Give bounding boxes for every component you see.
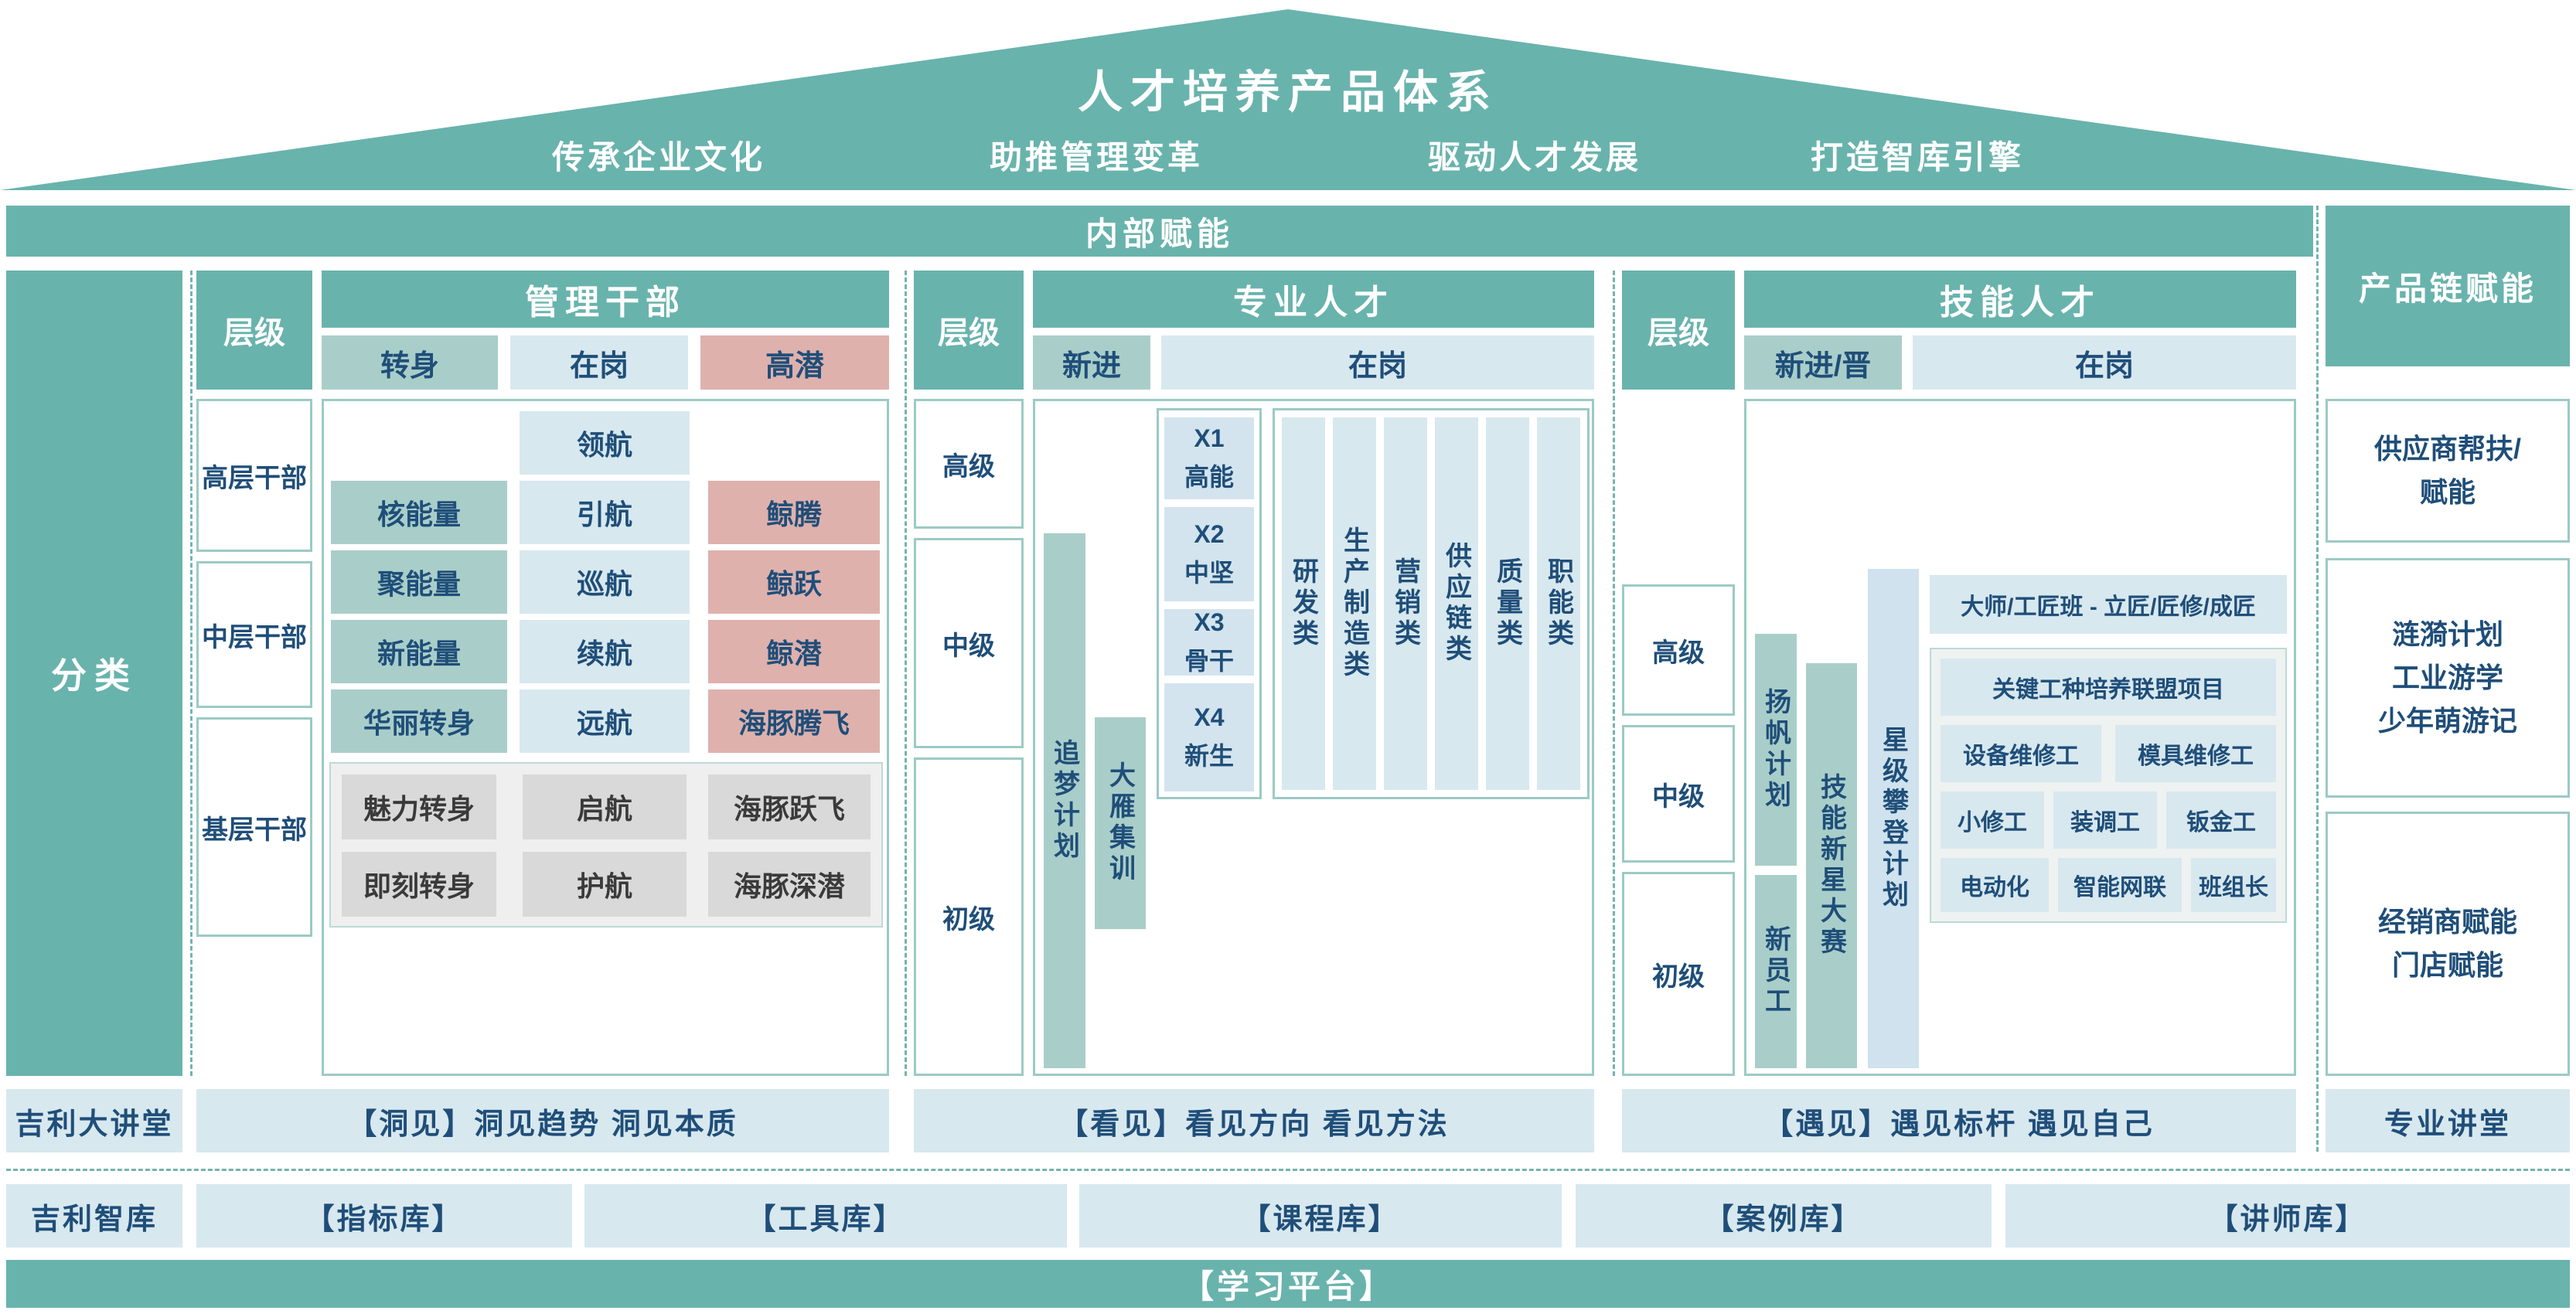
- program-zhuimeng-jihua: 追梦计划: [1044, 533, 1085, 1068]
- x-track-x2: X2 中坚: [1164, 507, 1254, 601]
- category-supply-chain: 供应链类: [1435, 417, 1478, 790]
- program-linghang: 领航: [520, 411, 690, 475]
- product-chain-dealer-box: 经销商赋能 门店赋能: [2326, 812, 2570, 1076]
- program-jike-zhuanshen: 即刻转身: [342, 852, 496, 917]
- library-lecturers: 【讲师库】: [2005, 1184, 2570, 1248]
- program-jingqian: 鲸潜: [708, 620, 880, 683]
- roof-slogan-3: 驱动人才发展: [1427, 139, 1642, 175]
- program-xingji-pandeng-jihua: 星级攀登计划: [1868, 569, 1919, 1068]
- lecture-professional: 专业讲堂: [2326, 1089, 2570, 1152]
- professional-level-header: 层级: [914, 271, 1024, 390]
- skilled-level-middle: 中级: [1622, 725, 1735, 863]
- program-equipment-repair: 设备维修工: [1941, 725, 2101, 782]
- skilled-level-senior: 高级: [1622, 584, 1735, 716]
- management-level-base: 基层干部: [196, 717, 312, 937]
- program-haitun-tengfei: 海豚腾飞: [708, 689, 880, 753]
- divider-vertical-1: [190, 271, 193, 1076]
- professional-categories-box: [1273, 408, 1590, 799]
- program-henengliang: 核能量: [331, 481, 507, 544]
- management-level-header: 层级: [196, 271, 312, 390]
- professional-level-senior: 高级: [914, 399, 1024, 529]
- roof-slogan-1: 传承企业文化: [551, 139, 766, 175]
- program-alliance: 关键工种培养联盟项目: [1941, 659, 2276, 716]
- professional-level-junior: 初级: [914, 757, 1024, 1076]
- program-diandonghua: 电动化: [1941, 858, 2049, 912]
- skilled-level-junior: 初级: [1622, 872, 1735, 1076]
- x-track-x3: X3 骨干: [1164, 608, 1254, 676]
- program-haitun-yuefei: 海豚跃飞: [708, 774, 871, 839]
- x-track-x4: X4 新生: [1164, 683, 1254, 791]
- divider-vertical-2: [905, 271, 907, 1076]
- management-col-zaigang: 在岗: [510, 335, 688, 390]
- program-xunhang: 巡航: [520, 550, 690, 614]
- management-col-gaoqian: 高潜: [700, 335, 889, 390]
- program-junengliang: 聚能量: [331, 550, 507, 614]
- category-rnd: 研发类: [1282, 417, 1325, 790]
- library-courses: 【课程库】: [1079, 1184, 1562, 1248]
- program-banzuzhang: 班组长: [2191, 858, 2276, 912]
- skilled-col-zaigang: 在岗: [1913, 335, 2296, 390]
- program-mold-repair: 模具维修工: [2115, 725, 2276, 782]
- divider-horizontal: [6, 1169, 2570, 1171]
- professional-col-xinjin: 新进: [1033, 335, 1150, 390]
- management-level-middle: 中层干部: [196, 561, 312, 708]
- professional-level-middle: 中级: [914, 538, 1024, 748]
- learning-platform-bar: 【学习平台】: [6, 1260, 2570, 1308]
- program-zhuangdiaogong: 装调工: [2053, 791, 2157, 849]
- lecture-row-label: 吉利大讲堂: [6, 1089, 182, 1152]
- category-marketing: 营销类: [1384, 417, 1427, 790]
- skilled-level-header: 层级: [1622, 271, 1735, 390]
- program-yuanhang: 远航: [520, 689, 690, 753]
- program-zhineng-wanglian: 智能网联: [2058, 858, 2182, 912]
- program-haitun-shenqian: 海豚深潜: [708, 852, 871, 917]
- lecture-yujian: 【遇见】遇见标杆 遇见自己: [1622, 1089, 2296, 1152]
- program-dayan-jixun: 大雁集训: [1095, 717, 1146, 929]
- program-jineng-xinxing-dasai: 技能新星大赛: [1806, 663, 1857, 1068]
- program-huali-zhuanshen: 华丽转身: [331, 689, 507, 753]
- category-quality: 质量类: [1486, 417, 1529, 790]
- band-product-chain: 产品链赋能: [2326, 206, 2570, 366]
- divider-vertical-right: [2316, 206, 2319, 1152]
- management-level-senior: 高层干部: [196, 399, 312, 552]
- category-functional: 职能类: [1537, 417, 1580, 790]
- roof-slogan-2: 助推管理变革: [989, 139, 1204, 175]
- program-qihang: 启航: [523, 774, 687, 839]
- x-track-x1: X1 高能: [1164, 417, 1254, 499]
- program-huhang: 护航: [523, 852, 687, 917]
- program-xinnengliang: 新能量: [331, 620, 507, 683]
- program-banjingong: 钣金工: [2166, 791, 2276, 849]
- program-xiaoxiugong: 小修工: [1941, 791, 2044, 849]
- professional-title: 专业人才: [1033, 271, 1594, 328]
- management-title: 管理干部: [322, 271, 889, 328]
- category-manufacturing: 生产制造类: [1333, 417, 1376, 790]
- skilled-col-xinjin: 新进/晋: [1744, 335, 1902, 390]
- library-indicator: 【指标库】: [196, 1184, 572, 1248]
- lecture-dongjian: 【洞见】洞见趋势 洞见本质: [196, 1089, 889, 1152]
- roof-slogan-4: 打造智库引擎: [1810, 139, 2025, 175]
- library-cases: 【案例库】: [1576, 1184, 1992, 1248]
- management-col-zhuanshen: 转身: [322, 335, 498, 390]
- skilled-title: 技能人才: [1744, 271, 2296, 328]
- lecture-kanjian: 【看见】看见方向 看见方法: [914, 1089, 1594, 1152]
- program-xuhang: 续航: [520, 620, 690, 683]
- program-master-craftsman-bar: 大师/工匠班 - 立匠/匠修/成匠: [1930, 575, 2287, 634]
- product-chain-lianyi-box: 涟漪计划 工业游学 少年萌游记: [2326, 558, 2570, 798]
- library-tools: 【工具库】: [584, 1184, 1067, 1248]
- page-title: 人才培养产品体系: [1077, 67, 1498, 117]
- divider-vertical-3: [1613, 271, 1615, 1076]
- band-internal-enablement: 内部赋能: [6, 206, 2313, 257]
- program-meili-zhuanshen: 魅力转身: [342, 774, 496, 839]
- professional-col-zaigang: 在岗: [1161, 335, 1594, 390]
- product-chain-supplier-box: 供应商帮扶/ 赋能: [2326, 399, 2570, 543]
- library-row-label: 吉利智库: [6, 1184, 182, 1248]
- band-category: 分类: [6, 271, 182, 1076]
- program-jingyue: 鲸跃: [708, 550, 880, 614]
- program-xinyuangong: 新员工: [1755, 875, 1797, 1068]
- program-yinhang: 引航: [520, 481, 690, 544]
- program-yangfan-jihua: 扬帆计划: [1755, 634, 1797, 866]
- program-jingteng: 鲸腾: [708, 481, 880, 544]
